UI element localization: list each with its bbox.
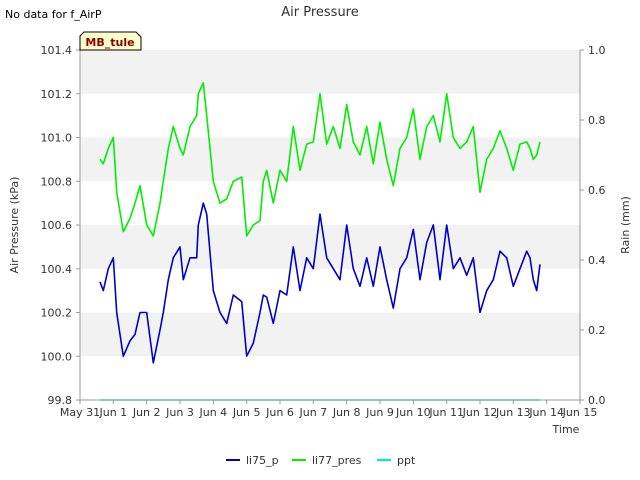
y-tick-label: 99.8 [48,394,73,407]
site-badge-box [79,31,142,51]
x-tick-label: Jun 4 [198,406,227,419]
grid-band [80,225,580,269]
x-tick-label: Jun 5 [232,406,261,419]
x-axis-label: Time [552,423,580,436]
x-tick-label: Jun 9 [365,406,394,419]
x-tick-label: Jun 7 [298,406,327,419]
y2-axis-label: Rain (mm) [619,196,632,254]
x-tick-label: May 31 [60,406,100,419]
x-tick-label: Jun 15 [562,406,598,419]
y-tick-label: 100.0 [41,350,73,363]
y-tick-label: 100.6 [41,219,73,232]
x-tick-label: Jun 10 [395,406,431,419]
y2-tick-label: 0.2 [588,324,606,337]
y-axis-label: Air Pressure (kPa) [8,177,21,274]
series-line-li75-p [99,202,541,364]
y2-tick-label: 0.6 [588,184,606,197]
site-badge-label: MB_tule [85,36,134,49]
axis-ticks: 99.8 100.0 100.2 100.4 100.6 100.8 101.0 101.2 1… [41,44,606,419]
grid-band [80,312,580,357]
x-tick-label: Jun 13 [495,406,531,419]
y2-tick-label: 1.0 [588,44,606,57]
y2-tick-label: 0.8 [588,114,606,127]
site-badge: MB_tule [79,31,142,51]
legend: li75_p li77_pres ppt [226,454,416,467]
y-tick-label: 100.2 [41,307,73,320]
x-tick-label: Jun 11 [428,406,464,419]
grid-band [80,137,580,182]
y-tick-label: 101.0 [41,132,73,145]
legend-label-li75-p: li75_p [246,454,279,467]
chart-title: Air Pressure [281,5,359,20]
y-tick-label: 100.4 [41,263,73,276]
y2-tick-label: 0.4 [588,254,606,267]
series-line-li77-pres [99,82,541,237]
legend-label-li77-pres: li77_pres [312,454,362,467]
y-tick-label: 100.8 [41,175,73,188]
x-tick-label: Jun 3 [165,406,194,419]
x-tick-label: Jun 14 [528,406,564,419]
no-data-note: No data for f_AirP [5,8,102,21]
x-tick-label: Jun 12 [462,406,498,419]
background-bands [80,50,580,357]
legend-label-ppt: ppt [397,454,416,467]
grid-band [80,50,580,94]
x-tick-label: Jun 6 [265,406,294,419]
y2-tick-label: 0.0 [588,394,606,407]
x-tick-label: Jun 1 [98,406,127,419]
x-tick-label: Jun 8 [332,406,361,419]
x-tick-label: Jun 2 [132,406,161,419]
y-tick-label: 101.4 [41,44,73,57]
y-tick-label: 101.2 [41,88,73,101]
